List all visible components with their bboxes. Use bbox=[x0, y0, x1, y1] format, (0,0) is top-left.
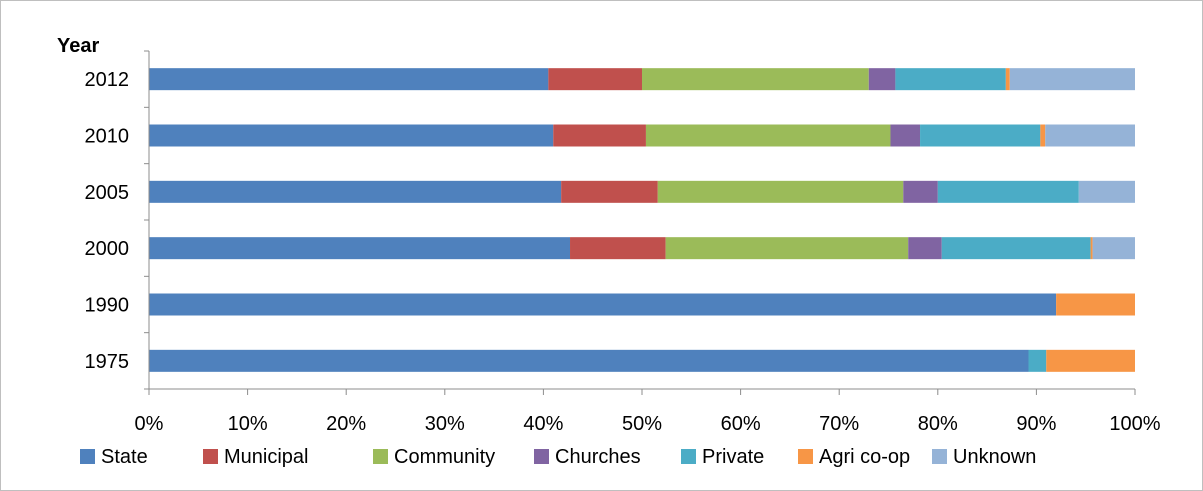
y-tick-label-2000: 2000 bbox=[85, 238, 130, 260]
bar-agri-co-op-2010 bbox=[1040, 124, 1046, 147]
bar-agri-co-op-1975 bbox=[1046, 349, 1135, 372]
bar-state-2000 bbox=[149, 237, 571, 260]
bar-community-2000 bbox=[665, 237, 909, 260]
bar-agri-co-op-2012 bbox=[1005, 68, 1010, 91]
bar-private-2005 bbox=[937, 180, 1079, 203]
legend-label-community: Community bbox=[394, 446, 495, 468]
y-tick-label-1975: 1975 bbox=[85, 351, 130, 373]
bar-churches-2005 bbox=[903, 180, 938, 203]
legend-label-agri-co-op: Agri co-op bbox=[819, 446, 910, 468]
legend-label-private: Private bbox=[702, 446, 764, 468]
legend-item-state: State bbox=[80, 446, 148, 468]
bar-unknown-2005 bbox=[1078, 180, 1135, 203]
bar-state-2012 bbox=[149, 68, 549, 91]
bar-state-1990 bbox=[149, 293, 1057, 316]
legend-swatch-private bbox=[681, 449, 696, 464]
labels-layer: 2012 2010 2005 2000 1990 1975 0% 10% 20% 30% 40% 50… bbox=[85, 69, 1161, 435]
bar-private-2010 bbox=[920, 124, 1041, 147]
bar-community-2012 bbox=[642, 68, 869, 91]
bar-churches-2012 bbox=[868, 68, 896, 91]
x-tick-label-50pct: 50% bbox=[622, 413, 662, 435]
legend-swatch-state bbox=[80, 449, 95, 464]
bar-churches-2010 bbox=[890, 124, 921, 147]
bar-unknown-2000 bbox=[1092, 237, 1135, 260]
bar-private-1975 bbox=[1028, 349, 1047, 372]
bar-private-2012 bbox=[895, 68, 1006, 91]
legend-swatch-agri-co-op bbox=[798, 449, 813, 464]
legend-label-state: State bbox=[101, 446, 148, 468]
axes-layer bbox=[144, 50, 1136, 395]
bar-community-2005 bbox=[657, 180, 904, 203]
legend-label-churches: Churches bbox=[555, 446, 641, 468]
y-tick-label-2010: 2010 bbox=[85, 126, 130, 148]
x-tick-label-70pct: 70% bbox=[819, 413, 859, 435]
y-axis-label: Year bbox=[57, 35, 99, 57]
legend-item-private: Private bbox=[681, 446, 764, 468]
bar-state-2010 bbox=[149, 124, 554, 147]
legend-swatch-municipal bbox=[203, 449, 218, 464]
bar-churches-2000 bbox=[908, 237, 942, 260]
legend-label-municipal: Municipal bbox=[224, 446, 308, 468]
bar-state-1975 bbox=[149, 349, 1029, 372]
bar-agri-co-op-2000 bbox=[1090, 237, 1093, 260]
legend: State Municipal Community Churches Private Ag… bbox=[80, 446, 1036, 468]
bar-municipal-2005 bbox=[561, 180, 658, 203]
y-tick-label-1990: 1990 bbox=[85, 295, 130, 317]
y-tick-label-2005: 2005 bbox=[85, 182, 130, 204]
bar-agri-co-op-1990 bbox=[1056, 293, 1135, 316]
legend-item-agri-co-op: Agri co-op bbox=[798, 446, 910, 468]
x-tick-label-30pct: 30% bbox=[425, 413, 465, 435]
legend-item-community: Community bbox=[373, 446, 495, 468]
bar-unknown-2010 bbox=[1045, 124, 1135, 147]
bars-layer bbox=[149, 68, 1135, 372]
bar-municipal-2012 bbox=[548, 68, 642, 91]
x-tick-label-0pct: 0% bbox=[135, 413, 164, 435]
legend-label-unknown: Unknown bbox=[953, 446, 1036, 468]
legend-swatch-community bbox=[373, 449, 388, 464]
legend-swatch-churches bbox=[534, 449, 549, 464]
y-tick-label-2012: 2012 bbox=[85, 69, 130, 91]
bar-state-2005 bbox=[149, 180, 562, 203]
x-tick-label-80pct: 80% bbox=[918, 413, 958, 435]
legend-swatch-unknown bbox=[932, 449, 947, 464]
x-tick-label-20pct: 20% bbox=[326, 413, 366, 435]
x-tick-label-100pct: 100% bbox=[1109, 413, 1160, 435]
legend-item-municipal: Municipal bbox=[203, 446, 308, 468]
x-tick-label-40pct: 40% bbox=[523, 413, 563, 435]
bar-municipal-2000 bbox=[570, 237, 666, 260]
x-tick-label-60pct: 60% bbox=[721, 413, 761, 435]
bar-private-2000 bbox=[941, 237, 1091, 260]
bar-municipal-2010 bbox=[553, 124, 646, 147]
legend-item-churches: Churches bbox=[534, 446, 641, 468]
legend-item-unknown: Unknown bbox=[932, 446, 1036, 468]
x-tick-label-90pct: 90% bbox=[1016, 413, 1056, 435]
x-tick-label-10pct: 10% bbox=[228, 413, 268, 435]
bar-unknown-2012 bbox=[1009, 68, 1135, 91]
bar-community-2010 bbox=[645, 124, 891, 147]
